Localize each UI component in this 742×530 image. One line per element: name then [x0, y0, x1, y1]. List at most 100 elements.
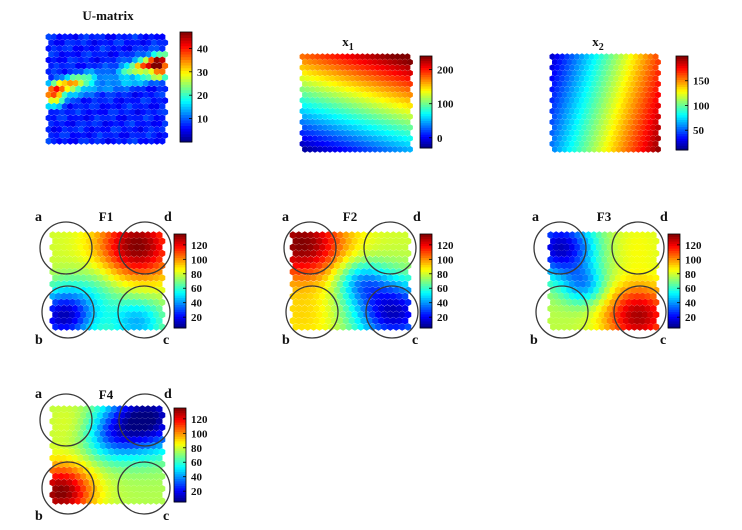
colorbar-segment: [174, 257, 186, 261]
heatmap-cell: [620, 237, 627, 245]
heatmap-cell: [369, 140, 376, 148]
heatmap-cell: [344, 118, 351, 126]
heatmap-cell: [372, 102, 378, 110]
heatmap-cell: [384, 96, 391, 104]
heatmap-cell: [559, 64, 566, 71]
heatmap-cell: [647, 86, 654, 93]
heatmap-cell: [322, 69, 328, 77]
heatmap-cell: [374, 64, 381, 71]
heatmap-cell: [397, 145, 403, 153]
heatmap-cell: [97, 460, 104, 468]
heatmap-cell: [83, 304, 90, 313]
heatmap-cell: [299, 96, 306, 104]
colorbar-segment: [180, 98, 192, 102]
heatmap-cell: [127, 429, 135, 438]
heatmap-cell: [354, 140, 361, 148]
heatmap-cell: [108, 237, 115, 245]
heatmap-cell: [60, 304, 68, 313]
heatmap-cell: [299, 53, 306, 61]
heatmap-cell: [80, 484, 87, 493]
heatmap-cell: [111, 243, 118, 252]
heatmap-cell: [615, 80, 622, 88]
heatmap-cell: [569, 140, 575, 148]
colorbar-segment: [180, 34, 192, 38]
heatmap-cell: [61, 91, 68, 99]
colorbar-segment: [174, 273, 186, 277]
heatmap-cell: [59, 50, 66, 58]
colorbar-segment: [676, 91, 688, 95]
heatmap-cell: [158, 484, 166, 493]
colorbar-segment: [668, 243, 680, 247]
colorbar-tick-label: 60: [191, 457, 203, 469]
heatmap-cell: [574, 317, 581, 325]
colorbar-tick-label: 60: [191, 283, 203, 295]
heatmap-cell: [139, 231, 146, 239]
heatmap-cell: [585, 268, 592, 276]
heatmap-cell: [637, 53, 644, 61]
title-text: x: [342, 34, 349, 49]
heatmap-cell: [155, 491, 163, 499]
colorbar-segment: [174, 447, 186, 451]
corner-label-a: a: [35, 387, 42, 402]
colorbar-segment: [676, 88, 688, 92]
colorbar-segment: [676, 117, 688, 120]
corner-label-b: b: [35, 509, 43, 524]
heatmap-cell: [55, 292, 62, 301]
heatmap-cell: [606, 80, 612, 88]
heatmap-cell: [618, 129, 625, 137]
heatmap-cell: [132, 33, 139, 41]
heatmap-cell: [155, 442, 163, 450]
heatmap-cell: [145, 62, 152, 70]
heatmap-cell: [52, 237, 59, 245]
heatmap-cell: [57, 497, 65, 505]
heatmap-cell: [69, 411, 76, 419]
colorbar-segment: [174, 452, 186, 456]
heatmap-cell: [144, 491, 152, 499]
heatmap-cell: [63, 323, 71, 331]
heatmap-cell: [640, 58, 647, 66]
heatmap-cell: [332, 58, 338, 66]
heatmap-cell: [91, 323, 99, 331]
heatmap-cell: [63, 310, 71, 319]
heatmap-cell: [620, 124, 627, 131]
heatmap-cell: [357, 69, 363, 77]
heatmap-cell: [404, 129, 411, 137]
heatmap-cell: [45, 68, 52, 76]
heatmap-cell: [134, 85, 142, 93]
heatmap-cell: [322, 58, 328, 66]
colorbar-segment: [174, 466, 186, 470]
heatmap-cell: [150, 317, 157, 325]
heatmap-cell: [554, 129, 561, 137]
heatmap-cell: [153, 114, 160, 122]
heatmap-cell: [86, 108, 93, 116]
heatmap-cell: [586, 102, 593, 110]
heatmap-cell: [129, 108, 136, 116]
x1-title: x1: [342, 34, 354, 53]
heatmap-cell: [150, 466, 157, 475]
colorbar-segment: [420, 129, 432, 133]
heatmap-cell: [105, 268, 113, 276]
colorbar-segment: [180, 84, 192, 88]
heatmap-cell: [105, 429, 113, 438]
colorbar-segment: [174, 255, 186, 258]
f4-heatmap: [49, 405, 166, 505]
colorbar-segment: [668, 316, 680, 320]
heatmap-cell: [295, 280, 303, 288]
heatmap-cell: [328, 310, 335, 319]
heatmap-cell: [148, 137, 155, 145]
heatmap-cell: [566, 102, 573, 110]
heatmap-cell: [327, 91, 333, 99]
heatmap-cell: [121, 114, 128, 122]
heatmap-cell: [307, 135, 313, 142]
heatmap-cell: [80, 423, 87, 432]
heatmap-cell: [71, 466, 79, 475]
heatmap-cell: [136, 237, 143, 245]
colorbar-segment: [420, 69, 432, 73]
heatmap-cell: [547, 317, 554, 325]
heatmap-cell: [364, 86, 371, 93]
heatmap-cell: [309, 96, 316, 104]
heatmap-cell: [606, 91, 612, 99]
heatmap-cell: [91, 120, 98, 128]
heatmap-cell: [53, 97, 60, 105]
heatmap-cell: [339, 310, 347, 319]
